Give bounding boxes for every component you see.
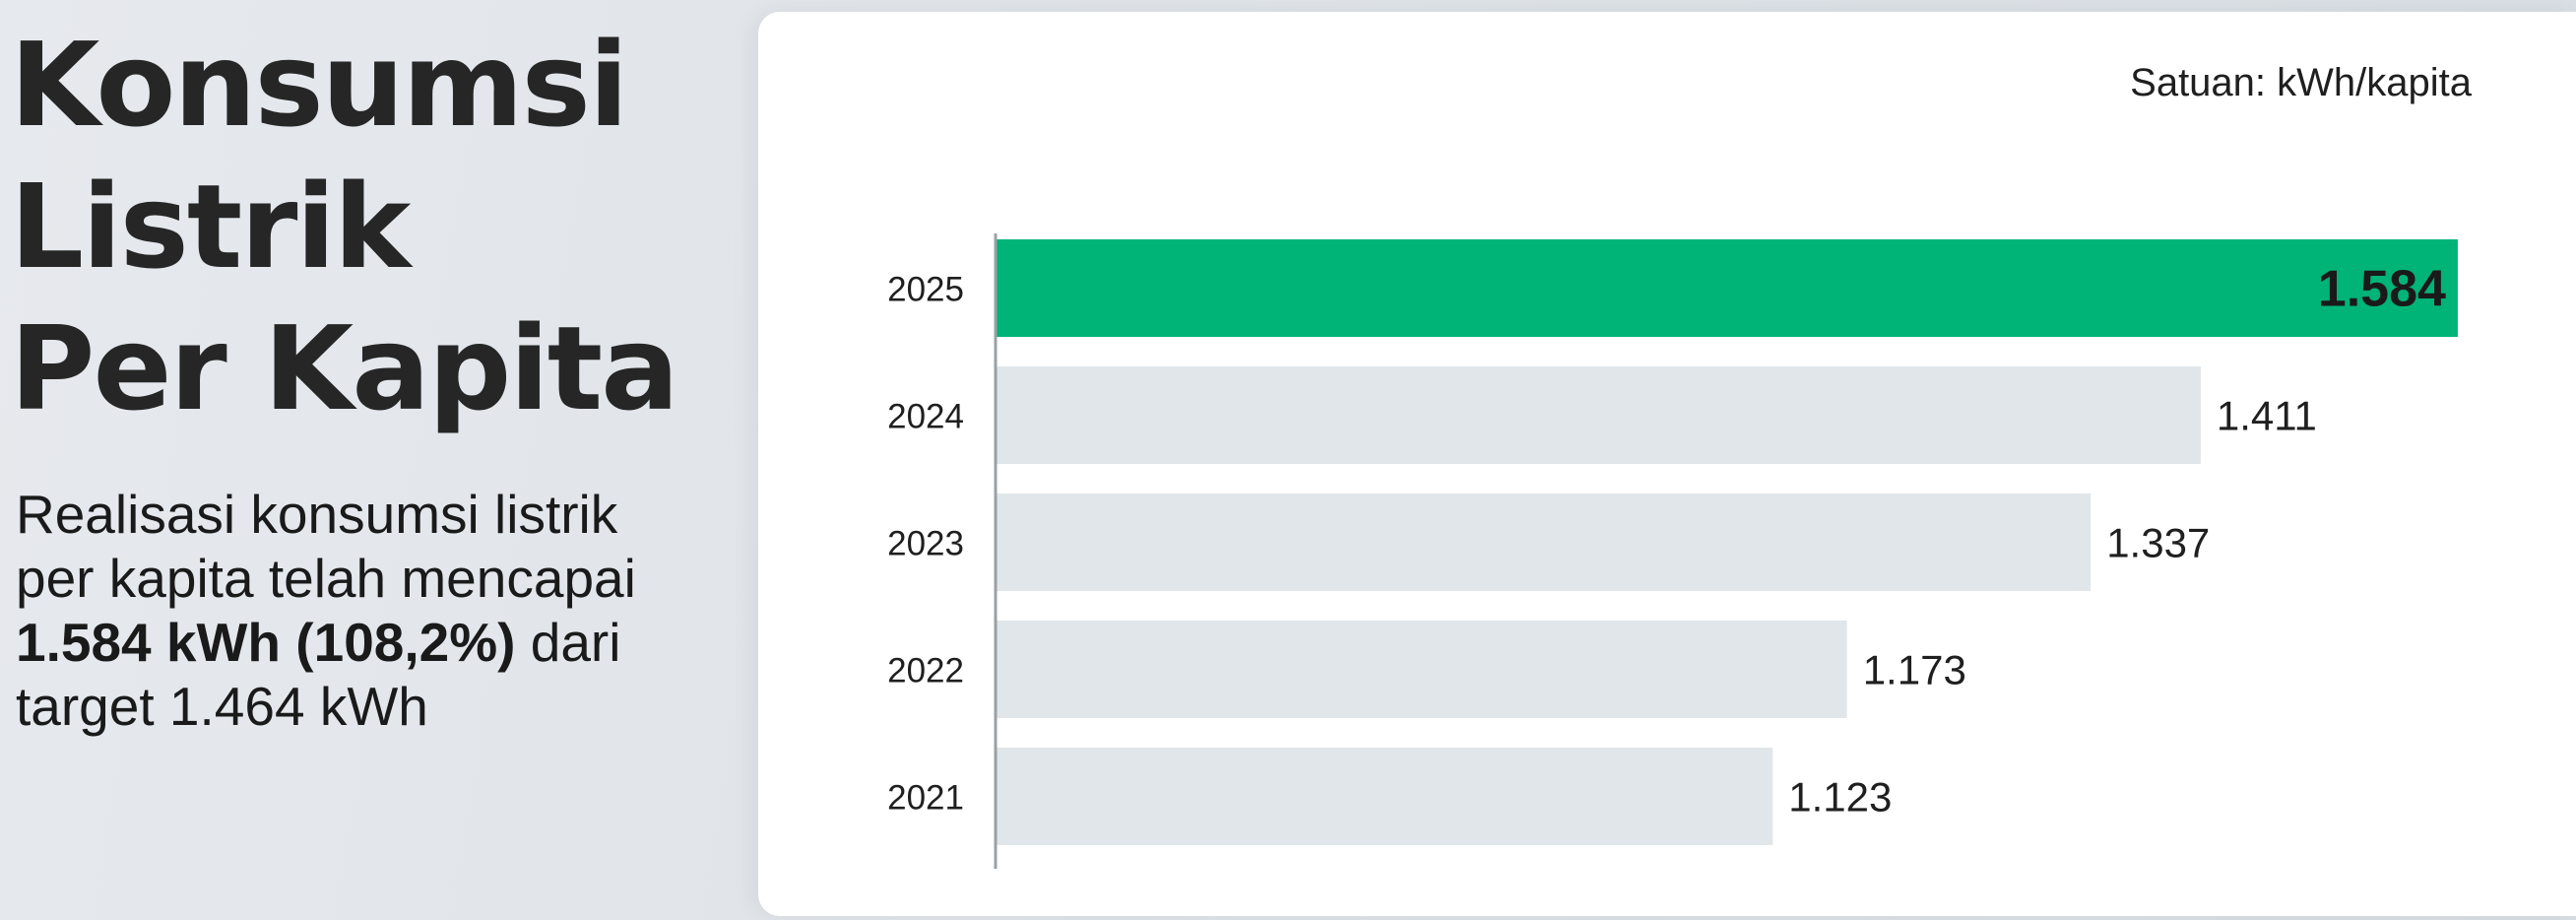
- title-line-1: Konsumsi: [10, 17, 628, 153]
- category-label-2025: 2025: [887, 271, 964, 309]
- category-label-2024: 2024: [887, 398, 964, 436]
- category-label-2021: 2021: [887, 779, 964, 818]
- page-title: Konsumsi Listrik Per Kapita: [10, 14, 679, 439]
- unit-label: Satuan: kWh/kapita: [2130, 61, 2472, 104]
- value-label-2021: 1.123: [1788, 774, 1892, 821]
- summary-line-3: 1.584 kWh (108,2%) dari: [16, 611, 744, 675]
- title-line-2: Listrik: [10, 159, 411, 295]
- summary-line-4: target 1.464 kWh: [16, 676, 428, 737]
- category-label-2023: 2023: [887, 525, 964, 563]
- bar-2025: [996, 239, 2458, 337]
- bar-2022: [996, 621, 1847, 718]
- summary-text: Realisasi konsumsi listrik per kapita te…: [16, 483, 744, 739]
- category-label-2022: 2022: [887, 652, 964, 690]
- bar-2024: [996, 366, 2201, 464]
- chart-card: Satuan: kWh/kapita 2025 1.584 2024 1.411 202…: [758, 12, 2576, 916]
- bar-chart: 2025 1.584 2024 1.411 2023 1.337 2022 1.173 2021…: [887, 233, 2458, 869]
- title-line-3: Per Kapita: [10, 300, 679, 436]
- bar-2021: [996, 748, 1773, 845]
- value-label-2023: 1.337: [2106, 520, 2210, 566]
- value-label-2024: 1.411: [2217, 393, 2317, 439]
- summary-highlight-value: 1.584 kWh (108,2%): [16, 612, 516, 673]
- value-label-2022: 1.173: [1863, 647, 1966, 693]
- bar-2023: [996, 493, 2092, 591]
- summary-line-3-rest: dari: [515, 612, 621, 673]
- value-label-2025: 1.584: [2318, 261, 2446, 318]
- summary-line-2: per kapita telah mencapai: [16, 548, 636, 609]
- summary-line-1: Realisasi konsumsi listrik: [16, 484, 618, 545]
